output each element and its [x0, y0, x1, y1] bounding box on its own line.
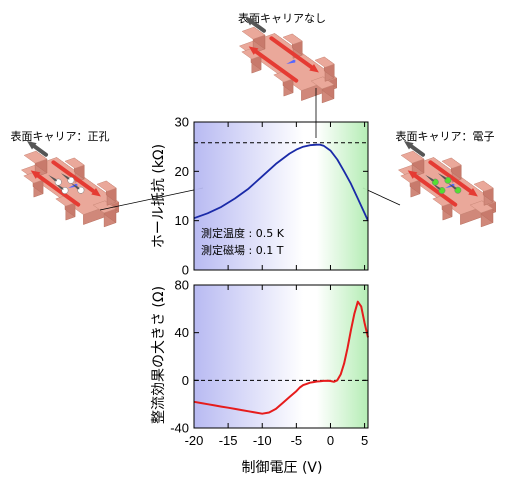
y-tick-label: 40	[175, 325, 189, 340]
rectification-axes-frame	[193, 284, 369, 429]
x-tick-label: 5	[361, 433, 368, 448]
current-arrow	[30, 170, 41, 179]
y-tick-label: 0	[182, 373, 189, 388]
current-arrow	[309, 64, 319, 73]
device-contact-right	[400, 150, 425, 164]
current-arrow	[413, 173, 458, 207]
device-illustration-no-carriers	[238, 17, 338, 104]
electron-region-shading	[316, 122, 368, 270]
device-contact-back	[282, 33, 303, 45]
device-contact-back	[64, 157, 85, 169]
device-contact-left	[92, 200, 117, 214]
temperature-annotation: 測定温度 : 0.5 K	[201, 226, 285, 240]
control-voltage-xlabel: 制御電圧 (V)	[242, 460, 323, 476]
current-arrow	[248, 46, 259, 55]
field-arrow	[27, 141, 37, 150]
connector-left	[99, 187, 204, 211]
connector-right	[362, 187, 401, 206]
carrier-drift-arrow	[48, 174, 57, 182]
current-arrow	[428, 160, 473, 194]
carrier-drift-arrow	[447, 183, 456, 190]
current-arrow	[36, 173, 81, 207]
hall-resistance-axes-frame	[193, 121, 369, 271]
x-tick-label: -5	[291, 433, 303, 448]
x-tick-label: -15	[219, 433, 238, 448]
current-arrow	[468, 188, 478, 197]
carrier-drift-arrow	[425, 174, 434, 182]
field-arrow	[409, 144, 425, 157]
carrier-drift-arrow	[61, 187, 64, 190]
callout-electrons-label: 表面キャリア：電子	[396, 129, 495, 143]
current-arrow	[407, 170, 418, 179]
carrier-drift-arrow	[55, 179, 57, 182]
electron-region-shading	[316, 285, 368, 428]
current-arrow	[51, 160, 96, 194]
carrier-drift-arrow	[437, 173, 446, 180]
device-contact-left	[310, 76, 335, 90]
carrier-drift-arrow	[67, 177, 70, 180]
device-contact-back	[441, 157, 462, 169]
x-tick-label: 0	[327, 433, 334, 448]
spin-arrow-icon	[68, 183, 78, 188]
x-tick-label: -20	[185, 433, 204, 448]
y-tick-label: 0	[182, 263, 189, 278]
carrier-drift-arrow	[70, 183, 79, 190]
hall-resistance-panel: 0 10 20 30 測定温度 : 0.5 K 測定磁場 : 0.1 T ホール抵抗 …	[151, 115, 369, 278]
hall-resistance-curve	[193, 143, 369, 222]
field-arrow	[250, 20, 266, 33]
spin-arrow-icon	[286, 59, 296, 64]
rectification-curve	[193, 300, 369, 415]
current-arrow	[91, 188, 101, 197]
device-contact-back	[314, 56, 335, 68]
device-contact-back	[96, 180, 117, 192]
device-contact-right	[23, 150, 48, 164]
y-tick-label: 80	[175, 278, 189, 293]
hole-region-shading	[194, 122, 304, 270]
rectification-ylabel: 整流効果の大きさ (Ω)	[151, 286, 167, 424]
field-annotation: 測定磁場 : 0.1 T	[201, 243, 284, 257]
x-tick-label: -10	[253, 433, 272, 448]
carrier-drift-arrow	[60, 173, 69, 180]
carrier-drift-arrow	[444, 177, 447, 180]
hall-resistance-ylabel: ホール抵抗 (kΩ)	[151, 144, 167, 248]
field-arrow	[32, 144, 48, 157]
carrier-drift-arrow	[454, 187, 457, 190]
device-contact-left	[469, 200, 494, 214]
y-tick-label: 20	[175, 164, 189, 179]
y-tick-label: -40	[170, 421, 189, 436]
rectification-panel: -40 0 40 80 -20 -15 -10 -5 0 5 整流効果の大きさ (Ω) 制御電圧 …	[151, 278, 369, 476]
carrier-drift-arrow	[77, 187, 80, 190]
callout-holes-label: 表面キャリア：正孔	[11, 129, 110, 143]
y-tick-label: 30	[175, 115, 189, 130]
current-arrow	[269, 36, 314, 70]
field-arrow	[404, 141, 414, 150]
carrier-drift-arrow	[438, 187, 441, 190]
carrier-drift-arrow	[432, 179, 434, 182]
device-contact-back	[473, 180, 494, 192]
y-tick-label: 10	[175, 213, 189, 228]
hole-region-shading	[194, 285, 304, 428]
device-illustration-electrons	[397, 141, 497, 228]
callout-none-label: 表面キャリアなし	[238, 11, 326, 25]
field-arrow	[245, 17, 255, 26]
device-contact-right	[241, 26, 266, 40]
current-arrow	[254, 49, 299, 83]
device-illustration-holes	[20, 141, 120, 228]
